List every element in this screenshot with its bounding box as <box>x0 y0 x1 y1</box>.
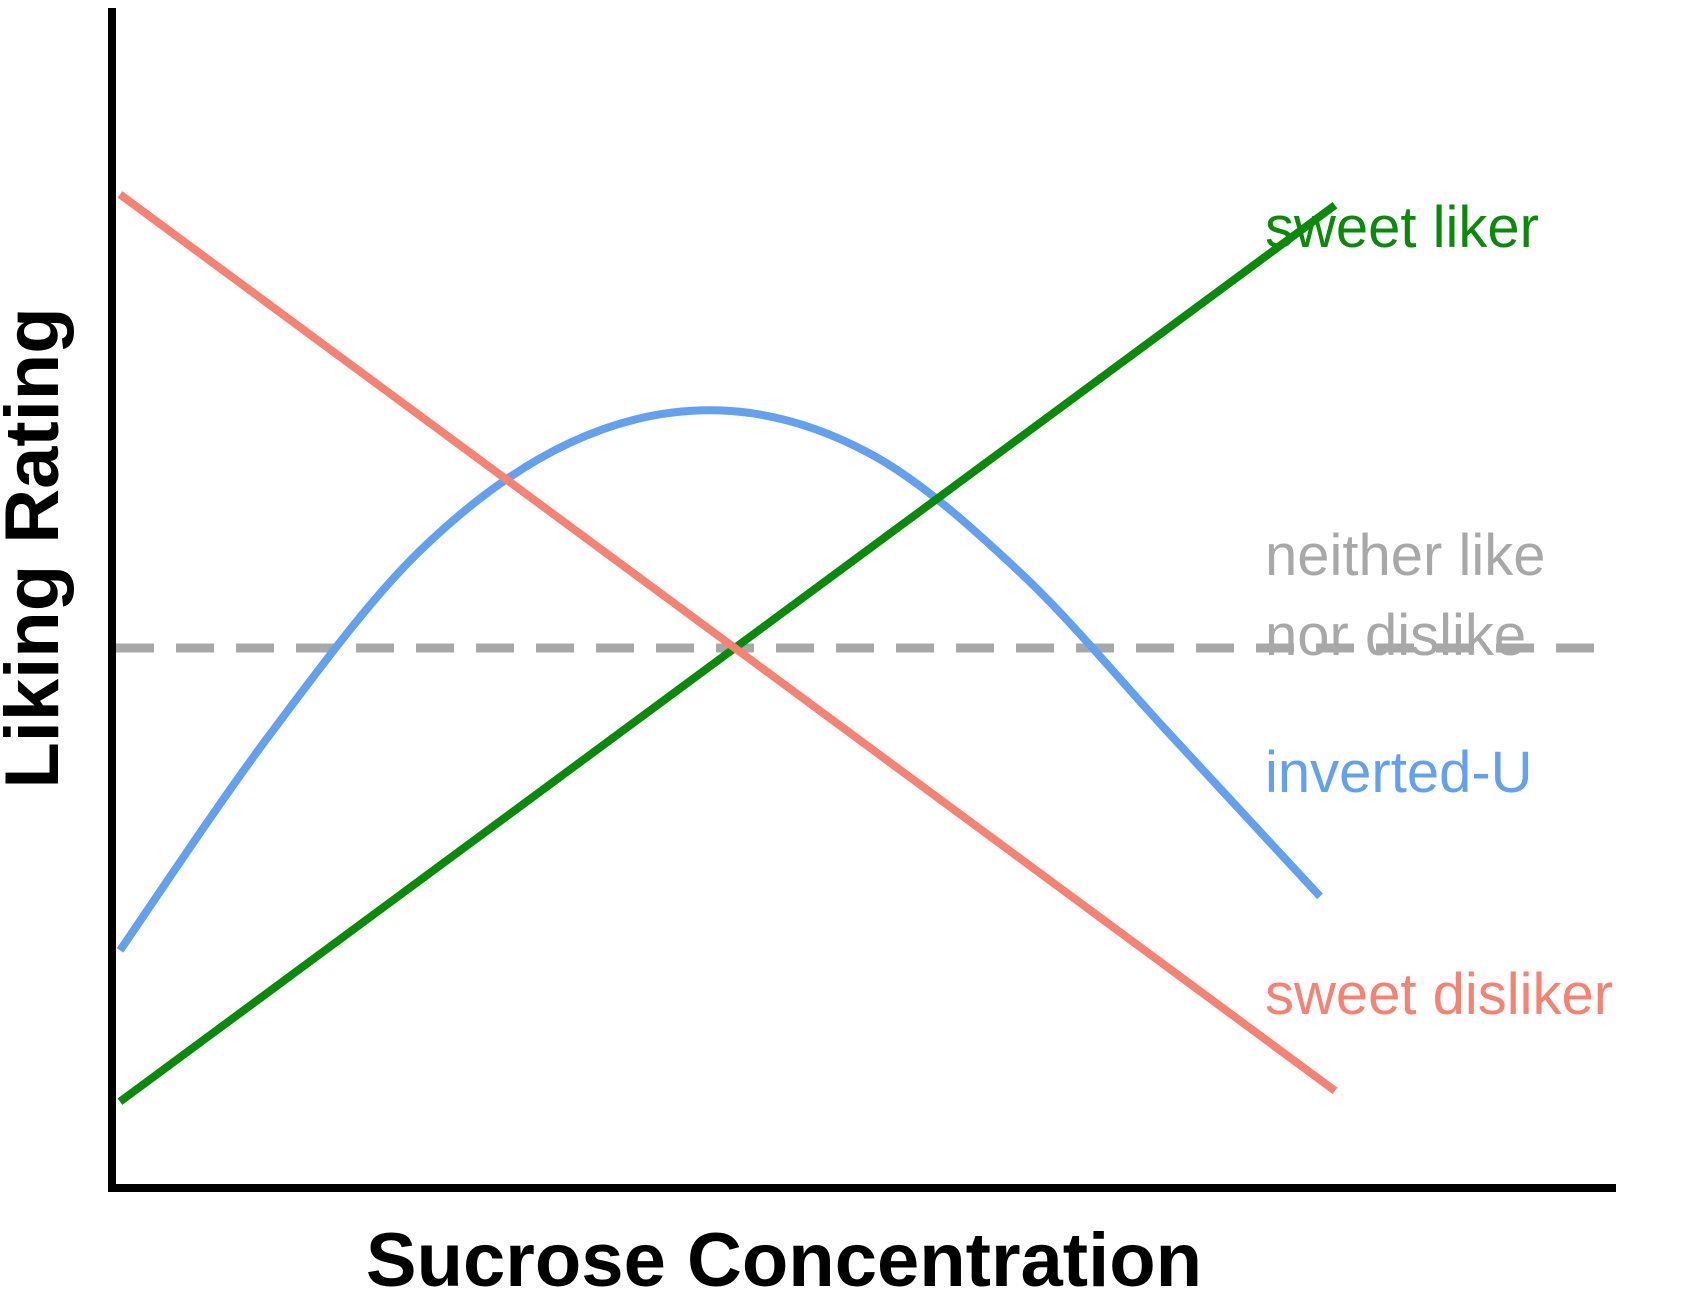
series-lines <box>116 191 1338 1105</box>
series-line-sweet-liker <box>117 201 1338 1105</box>
series-label-sweet-liker: sweet liker <box>1265 195 1539 260</box>
y-axis-title: Liking Rating <box>0 307 75 788</box>
series-line-sweet-disliker <box>117 191 1338 1095</box>
series-label-inverted-u: inverted-U <box>1265 740 1533 805</box>
reference-label-line-1: neither like <box>1265 523 1545 588</box>
reference-label-line-2: nor dislike <box>1265 603 1526 668</box>
series-label-sweet-disliker: sweet disliker <box>1265 962 1613 1027</box>
series-line-inverted-u <box>116 406 1323 953</box>
x-axis-title: Sucrose Concentration <box>366 1218 1202 1295</box>
plot-area <box>108 8 1616 1192</box>
